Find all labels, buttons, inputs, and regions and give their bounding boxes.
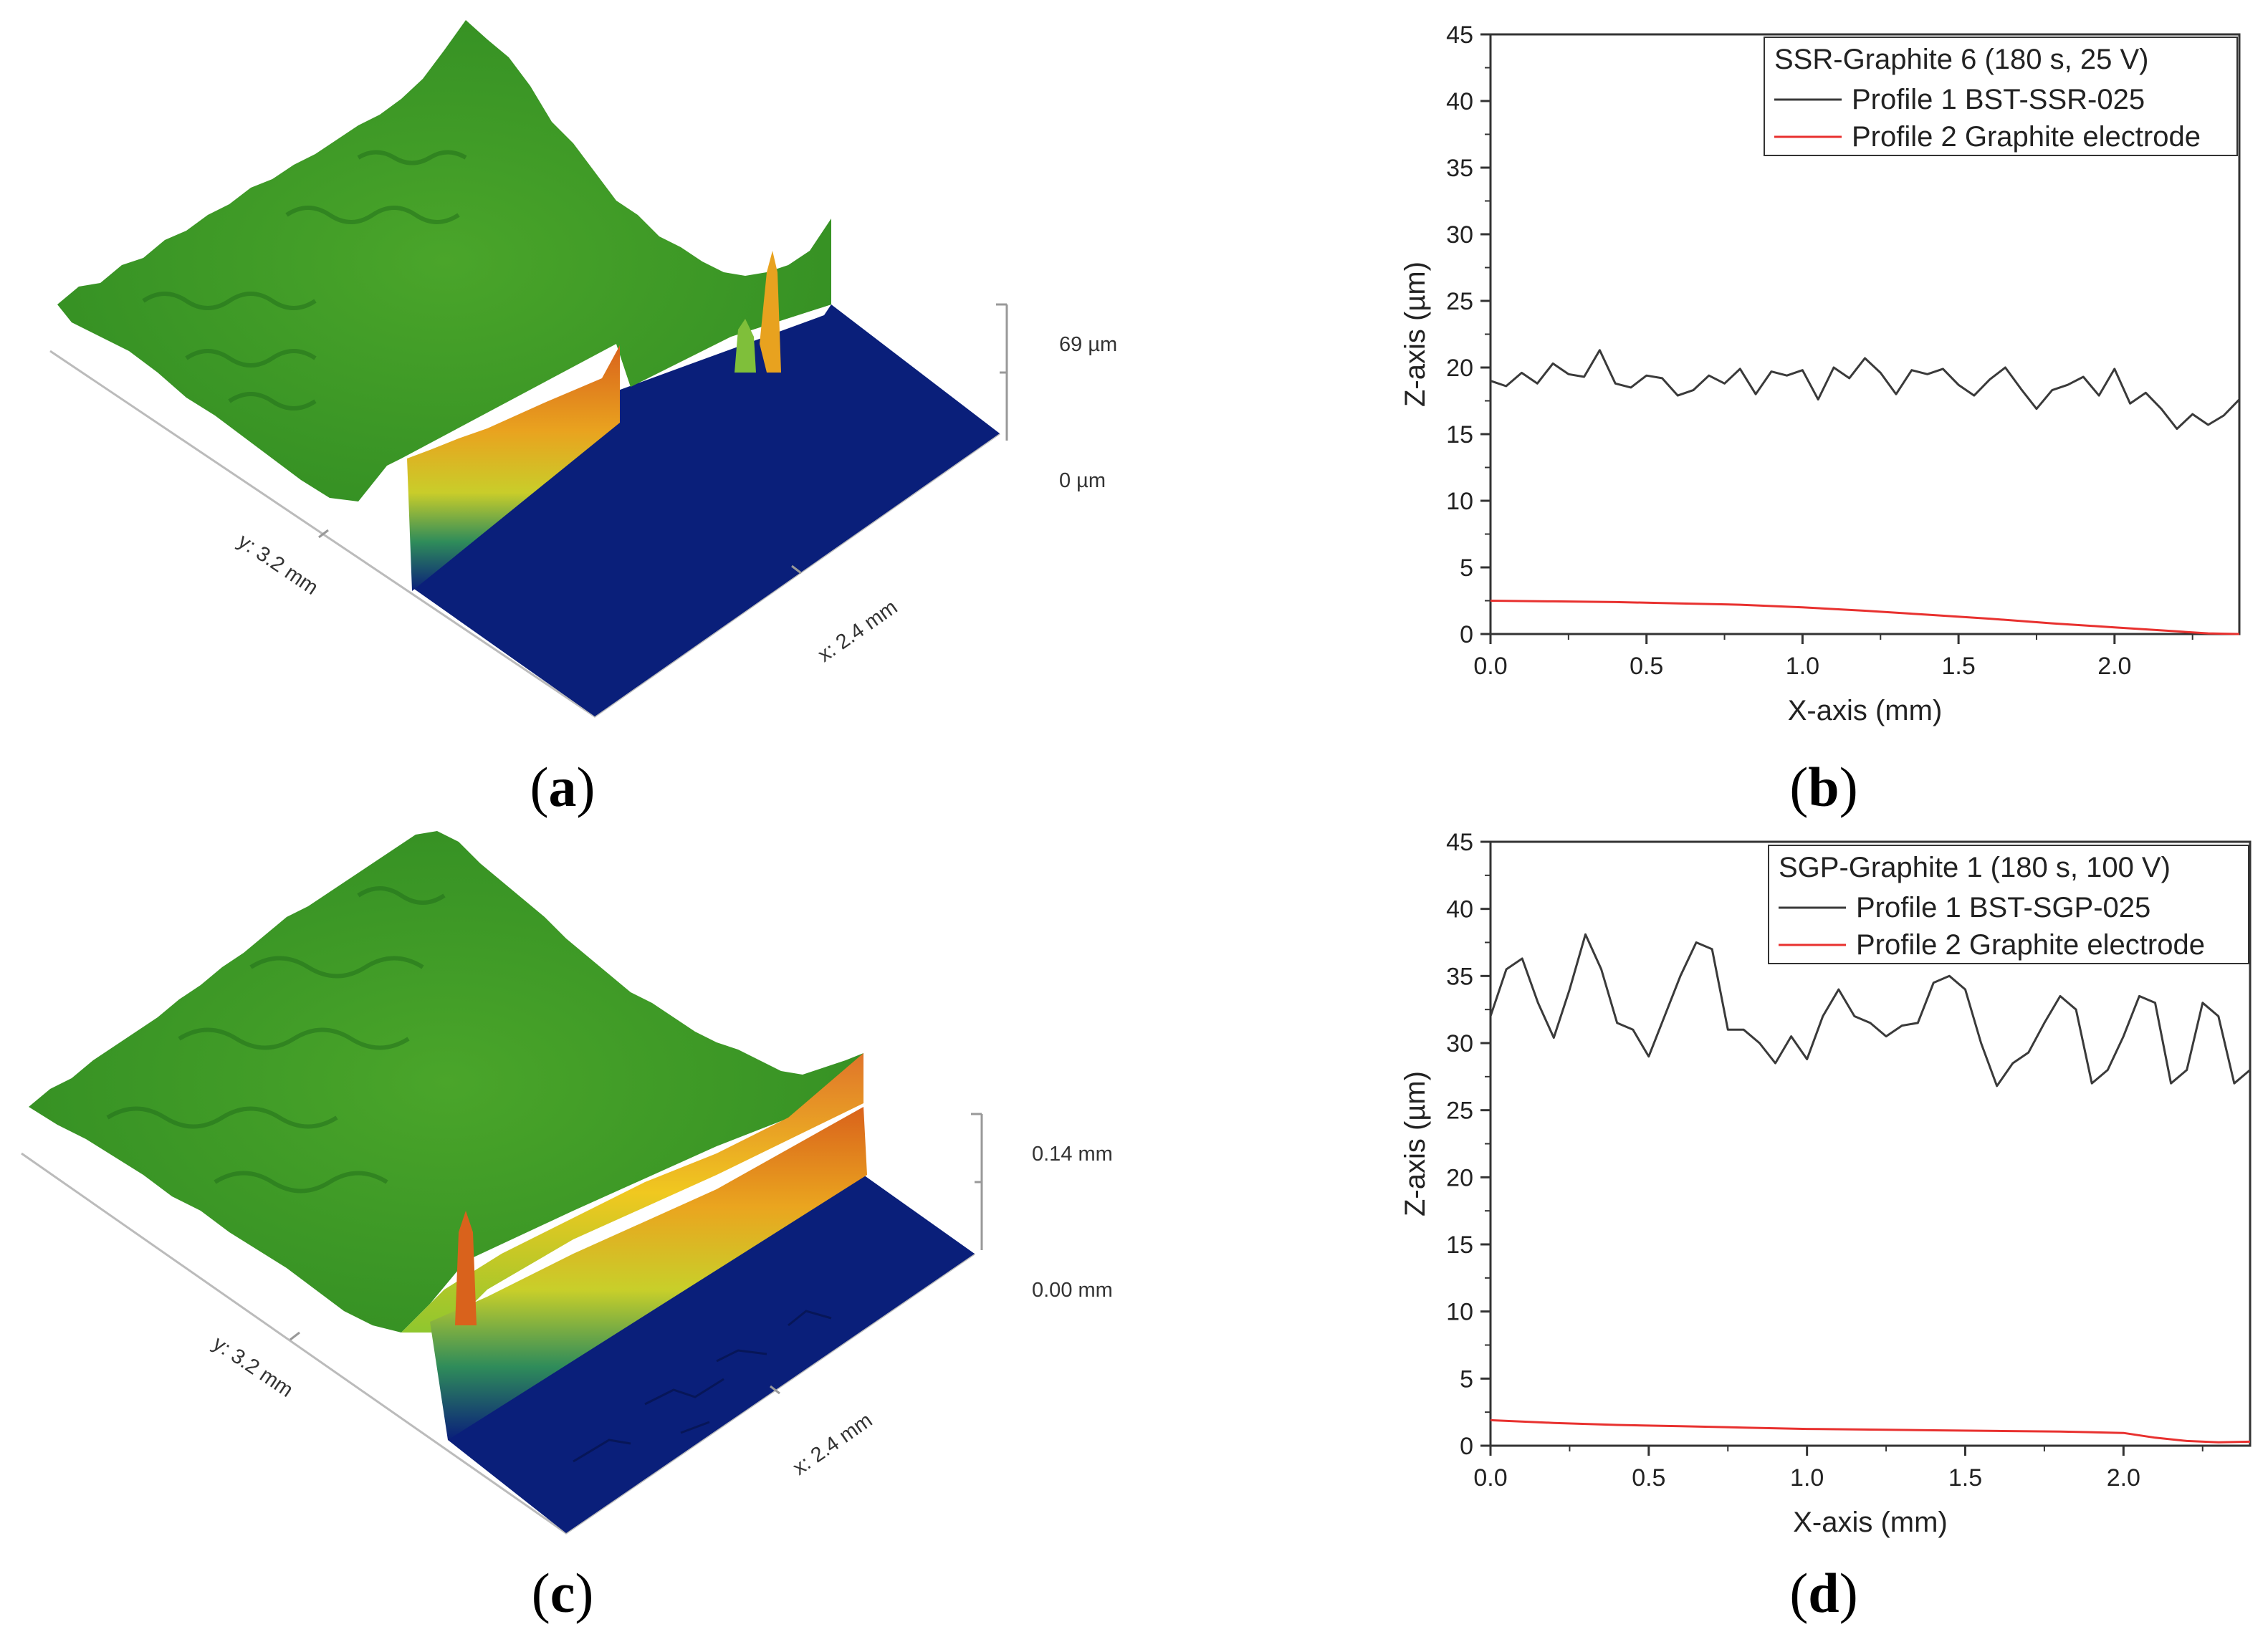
green-surface-a [57,20,831,501]
panel-label-d: (d) [1789,1562,1857,1624]
y-tick-label: 40 [1446,88,1473,115]
x-tick-label: 2.0 [2097,653,2131,680]
substrate-floor-c [448,1175,975,1533]
floor-texture-c [573,1310,832,1463]
x-axis-label-c: x: 2.4 mm [789,1408,877,1479]
step-wall-a [407,345,620,591]
line-chart-d: 0 5 10 15 20 25 30 35 40 45 0.0 0.5 1.0 1.5 2.0 X-axis … [1399,829,2252,1538]
y-tick-label: 45 [1446,21,1473,49]
y-tick-label: 10 [1446,488,1473,515]
y-axis-title: Z-axis (µm) [1399,1071,1431,1216]
y-tick-label: 25 [1446,1098,1473,1125]
z-bottom-label-c: 0.00 mm [1032,1279,1113,1302]
y-tick-label: 30 [1446,1030,1473,1057]
y-axis-title: Z-axis (µm) [1399,261,1431,407]
legend-title: SGP-Graphite 1 (180 s, 100 V) [1779,852,2171,883]
y-tick-label: 20 [1446,1164,1473,1191]
series-line-2 [1490,600,2240,635]
x-axis-label-a: x: 2.4 mm [814,595,902,666]
series-line-2 [1490,1418,2251,1444]
surface-plot-c: 0.14 mm 0.00 mm y: 3.2 mm x: 2.4 mm (c) [21,831,1113,1624]
substrate-floor-a [412,304,1000,716]
x-tick-label: 1.5 [1948,1464,1982,1492]
line-chart-b: 0 5 10 15 20 25 30 35 40 45 0.0 0.5 1.0 1.5 2.0 X-axis … [1399,21,2241,726]
step-wall-c [430,1107,867,1440]
surface-texture-a [142,150,467,410]
y-tick-label: 0 [1460,621,1473,648]
legend-box [1764,37,2238,156]
y-axis-label-a: y: 3.2 mm [234,529,322,600]
spike-a-small [735,319,756,373]
panel-label-b: (b) [1789,756,1857,818]
x-tick-label: 1.5 [1941,653,1975,680]
y-tick-label: 10 [1446,1299,1473,1326]
x-tick-label: 0.5 [1632,1464,1665,1492]
x-tick-label: 0.0 [1473,1464,1507,1492]
z-top-label-a: 69 µm [1059,333,1117,356]
x-axis-title: X-axis (mm) [1793,1507,1948,1538]
surface-texture-c [106,886,446,1194]
z-top-label-c: 0.14 mm [1032,1143,1113,1166]
y-axis-label-c: y: 3.2 mm [209,1332,297,1402]
y-tick-label: 35 [1446,155,1473,182]
x-tick-label: 1.0 [1786,653,1819,680]
x-tick-label: 1.0 [1790,1464,1824,1492]
spike-a [760,251,781,373]
series-line-1 [1489,933,2251,1088]
panel-label-a: (a) [530,756,595,818]
x-tick-label: 0.0 [1473,653,1507,680]
legend-title: SSR-Graphite 6 (180 s, 25 V) [1774,44,2148,75]
x-tick-label: 0.5 [1630,653,1663,680]
x-tick-label: 2.0 [2107,1464,2140,1492]
y-tick-label: 15 [1446,421,1473,448]
y-tick-label: 5 [1460,554,1473,582]
y-tick-label: 15 [1446,1232,1473,1259]
legend-entry-1: Profile 1 BST-SSR-025 [1852,84,2145,115]
y-tick-label: 35 [1446,963,1473,990]
legend-entry-2: Profile 2 Graphite electrode [1856,929,2205,961]
y-tick-label: 40 [1446,896,1473,923]
y-tick-label: 0 [1460,1433,1473,1460]
ridge-c [401,1053,863,1333]
surface-plot-a: 69 µm 0 µm y: 3.2 mm x: 2.4 mm (a) [49,20,1117,818]
spike-c [455,1211,477,1325]
panel-label-c: (c) [532,1562,594,1624]
y-tick-label: 30 [1446,221,1473,249]
z-bottom-label-a: 0 µm [1059,469,1106,492]
y-tick-label: 25 [1446,288,1473,315]
legend-entry-1: Profile 1 BST-SGP-025 [1856,892,2150,923]
legend-entry-2: Profile 2 Graphite electrode [1852,121,2201,153]
y-tick-label: 45 [1446,829,1473,856]
x-axis-title: X-axis (mm) [1788,695,1943,726]
legend-box [1768,845,2249,964]
series-line-1 [1490,349,2241,431]
y-tick-label: 5 [1460,1365,1473,1393]
y-tick-label: 20 [1446,355,1473,382]
green-surface-c [29,831,863,1333]
